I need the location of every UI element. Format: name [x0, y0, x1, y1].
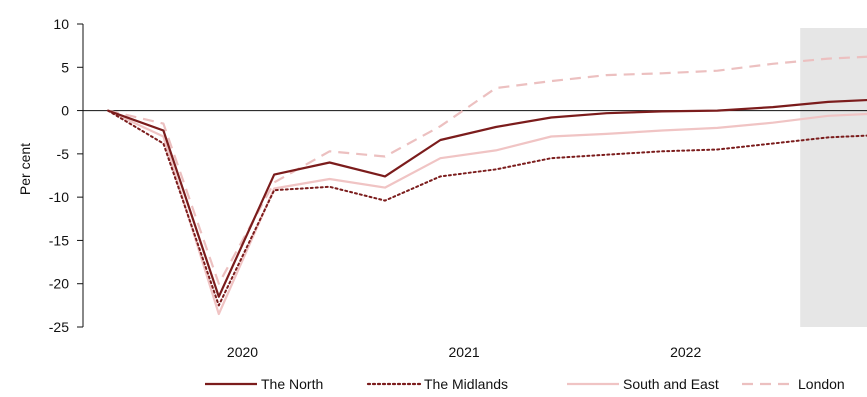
- x-tick-label: 2022: [670, 344, 701, 360]
- legend-label: London: [798, 376, 845, 392]
- series-line-the-north: [107, 98, 867, 298]
- y-tick-label: 5: [61, 59, 69, 75]
- x-tick-label: 2020: [227, 344, 258, 360]
- x-axis: 2020202120222023: [83, 110, 867, 360]
- y-axis-title: Per cent: [17, 143, 33, 195]
- x-tick-label: 2021: [449, 344, 480, 360]
- legend-label: The North: [261, 376, 323, 392]
- legend: The North The Midlands South and East Londo…: [205, 376, 845, 392]
- series-line-london: [107, 55, 867, 285]
- y-axis: 10 5 0 -5 -10 -15 -20 -25: [49, 16, 84, 335]
- forecast-shaded-region: [800, 28, 867, 327]
- y-tick-label: -25: [49, 319, 69, 335]
- y-tick-label: -15: [49, 232, 69, 248]
- y-tick-label: -20: [49, 276, 69, 292]
- legend-label: South and East: [623, 376, 719, 392]
- series-lines: [107, 55, 867, 316]
- y-tick-label: -5: [57, 146, 70, 162]
- y-tick-label: 0: [61, 103, 69, 119]
- series-line-the-midlands: [107, 109, 867, 307]
- legend-label: The Midlands: [424, 376, 508, 392]
- y-tick-label: -10: [49, 189, 69, 205]
- y-tick-label: 10: [53, 16, 69, 32]
- series-line-south-and-east: [107, 109, 867, 316]
